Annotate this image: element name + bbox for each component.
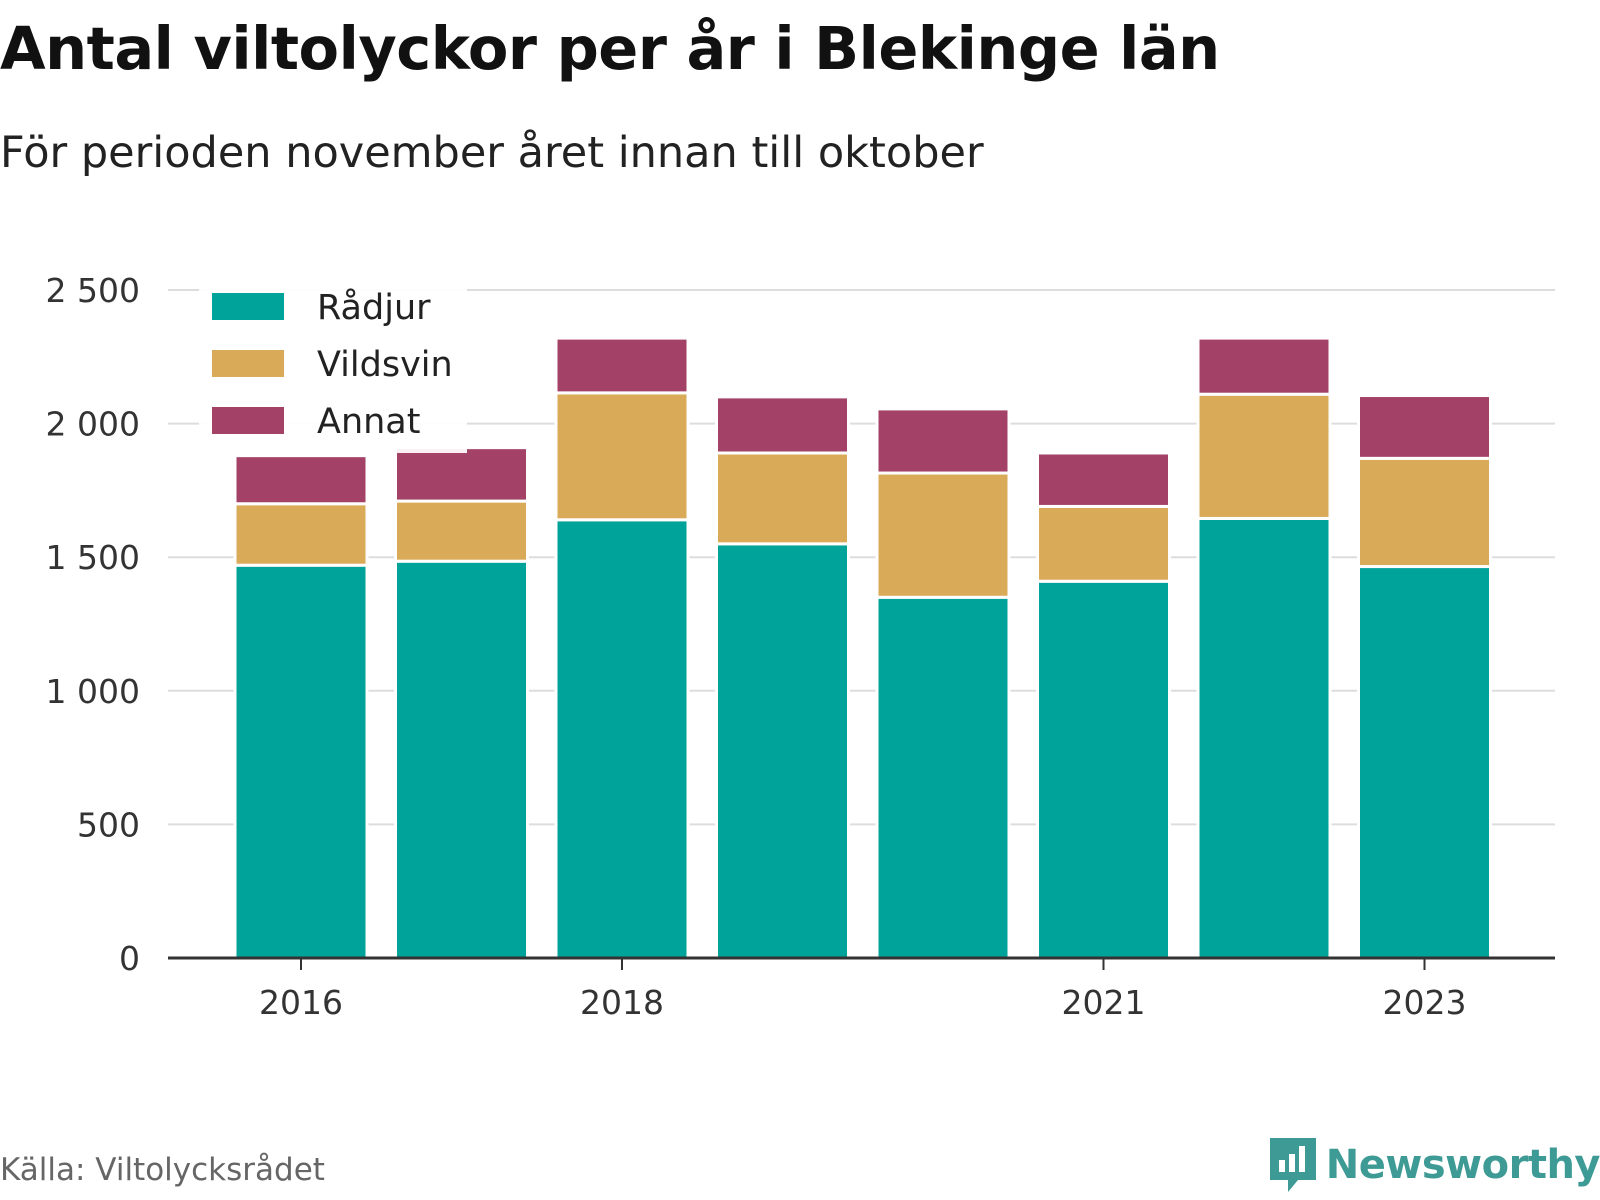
bar-segment bbox=[1357, 394, 1492, 460]
bar-segment bbox=[715, 395, 850, 455]
bar-segment bbox=[1196, 336, 1332, 396]
newsworthy-logo-icon bbox=[1269, 1138, 1316, 1192]
chart-title: Antal viltolyckor per år i Blekinge län bbox=[0, 14, 1220, 83]
bar-segment bbox=[233, 454, 369, 506]
y-tick-label: 2 000 bbox=[46, 405, 140, 444]
bar-segment bbox=[1357, 565, 1492, 960]
chart-subtitle: För perioden november året innan till ok… bbox=[0, 128, 984, 178]
bar-segment bbox=[1036, 504, 1171, 583]
y-tick-label: 1 500 bbox=[46, 538, 140, 577]
y-tick-label: 2 500 bbox=[46, 271, 140, 310]
x-tick-label: 2023 bbox=[1383, 983, 1467, 1022]
bar-segment bbox=[394, 559, 529, 960]
legend-swatch bbox=[212, 407, 284, 434]
x-tick-label: 2021 bbox=[1062, 983, 1146, 1022]
bar-segment bbox=[715, 542, 850, 960]
legend-swatch bbox=[212, 293, 284, 320]
source-note: Källa: Viltolycksrådet bbox=[0, 1152, 325, 1188]
x-tick-label: 2018 bbox=[580, 983, 664, 1022]
bar-segment bbox=[233, 502, 369, 567]
bar-segment bbox=[1036, 579, 1171, 960]
bar-segment bbox=[1036, 451, 1171, 508]
bar-segment bbox=[554, 391, 690, 522]
bar-segment bbox=[875, 595, 1011, 960]
bar-segment bbox=[554, 518, 690, 960]
bar-segment bbox=[1196, 516, 1332, 960]
bar-segment bbox=[875, 407, 1011, 475]
legend-label: Vildsvin bbox=[317, 345, 453, 385]
x-tick-label: 2016 bbox=[259, 983, 343, 1022]
bar-segment bbox=[394, 499, 529, 563]
y-tick-label: 1 000 bbox=[46, 672, 140, 711]
bar-segment bbox=[1357, 456, 1492, 569]
bar-segment bbox=[1196, 392, 1332, 520]
bar-segment bbox=[715, 451, 850, 546]
bar-segment bbox=[554, 336, 690, 395]
legend-label: Rådjur bbox=[317, 287, 431, 328]
bar-segment bbox=[233, 563, 369, 960]
bar-segment bbox=[394, 446, 529, 503]
brand-logo: Newsworthy bbox=[1268, 1136, 1600, 1194]
legend-swatch bbox=[212, 350, 284, 377]
bar-segment bbox=[875, 471, 1011, 599]
brand-name: Newsworthy bbox=[1325, 1142, 1600, 1188]
legend-label: Annat bbox=[317, 402, 420, 442]
y-tick-label: 0 bbox=[119, 939, 140, 978]
y-tick-label: 500 bbox=[77, 805, 140, 844]
stacked-bar-chart: 0 500 1 000 1 500 2 000 2 500 Rådjur Vildsvin An… bbox=[46, 271, 1555, 1022]
